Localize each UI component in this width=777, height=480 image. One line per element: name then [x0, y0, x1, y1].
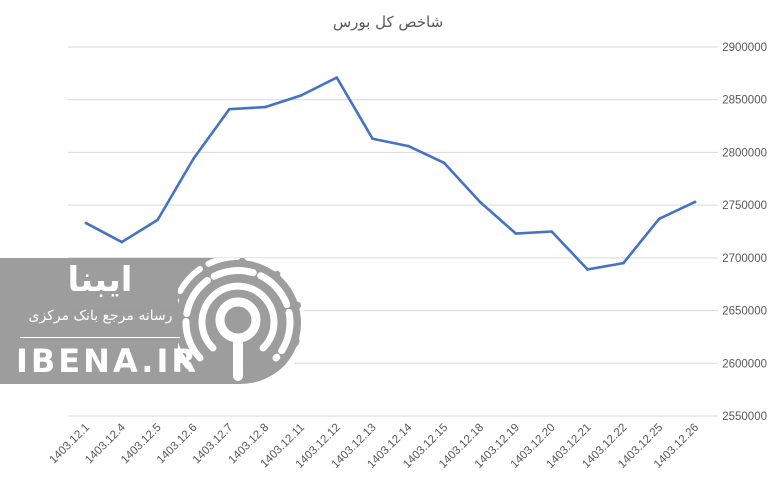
- y-tick-label: 2650000: [722, 306, 767, 318]
- chart-title: شاخص کل بورس: [333, 13, 443, 31]
- x-axis-labels: 1403.12.11403.12.41403.12.51403.12.61403…: [47, 421, 701, 471]
- data-point: [657, 217, 661, 221]
- data-point: [550, 230, 554, 233]
- data-point: [514, 232, 518, 235]
- ibena-watermark-logo: ایبنا رسانه مرجع بانک مرکزی IBENA.IR: [0, 258, 304, 384]
- y-tick-label: 2800000: [722, 147, 767, 159]
- logo-name: ایبنا: [67, 260, 133, 300]
- data-point: [263, 105, 267, 109]
- broadcast-icon: [178, 258, 304, 381]
- data-point: [407, 144, 410, 148]
- series-polyline: [84, 76, 697, 271]
- logo-tagline: رسانه مرجع بانک مرکزی: [28, 308, 173, 324]
- y-tick-label: 2850000: [722, 95, 767, 107]
- y-tick-label: 2600000: [722, 358, 767, 370]
- data-point: [120, 240, 124, 244]
- logo-divider: [20, 337, 180, 338]
- series-line: [84, 76, 697, 271]
- y-tick-label: 2700000: [722, 253, 767, 265]
- data-point: [586, 268, 589, 271]
- y-axis-labels: 2550000 2600000 2650000 2700000 2750000 28000…: [722, 42, 767, 423]
- data-point: [335, 76, 339, 79]
- y-tick-label: 2900000: [722, 42, 767, 54]
- data-point: [442, 161, 446, 165]
- y-tick-label: 2550000: [722, 411, 767, 423]
- data-point: [192, 157, 195, 161]
- y-tick-label: 2750000: [722, 200, 767, 212]
- data-point: [84, 221, 88, 225]
- logo-site: IBENA.IR: [16, 342, 199, 380]
- data-point: [299, 94, 303, 97]
- data-point: [693, 200, 697, 204]
- data-point: [227, 107, 231, 111]
- data-point: [156, 218, 159, 222]
- data-point: [371, 137, 374, 141]
- data-point: [622, 261, 625, 265]
- data-point: [478, 200, 482, 204]
